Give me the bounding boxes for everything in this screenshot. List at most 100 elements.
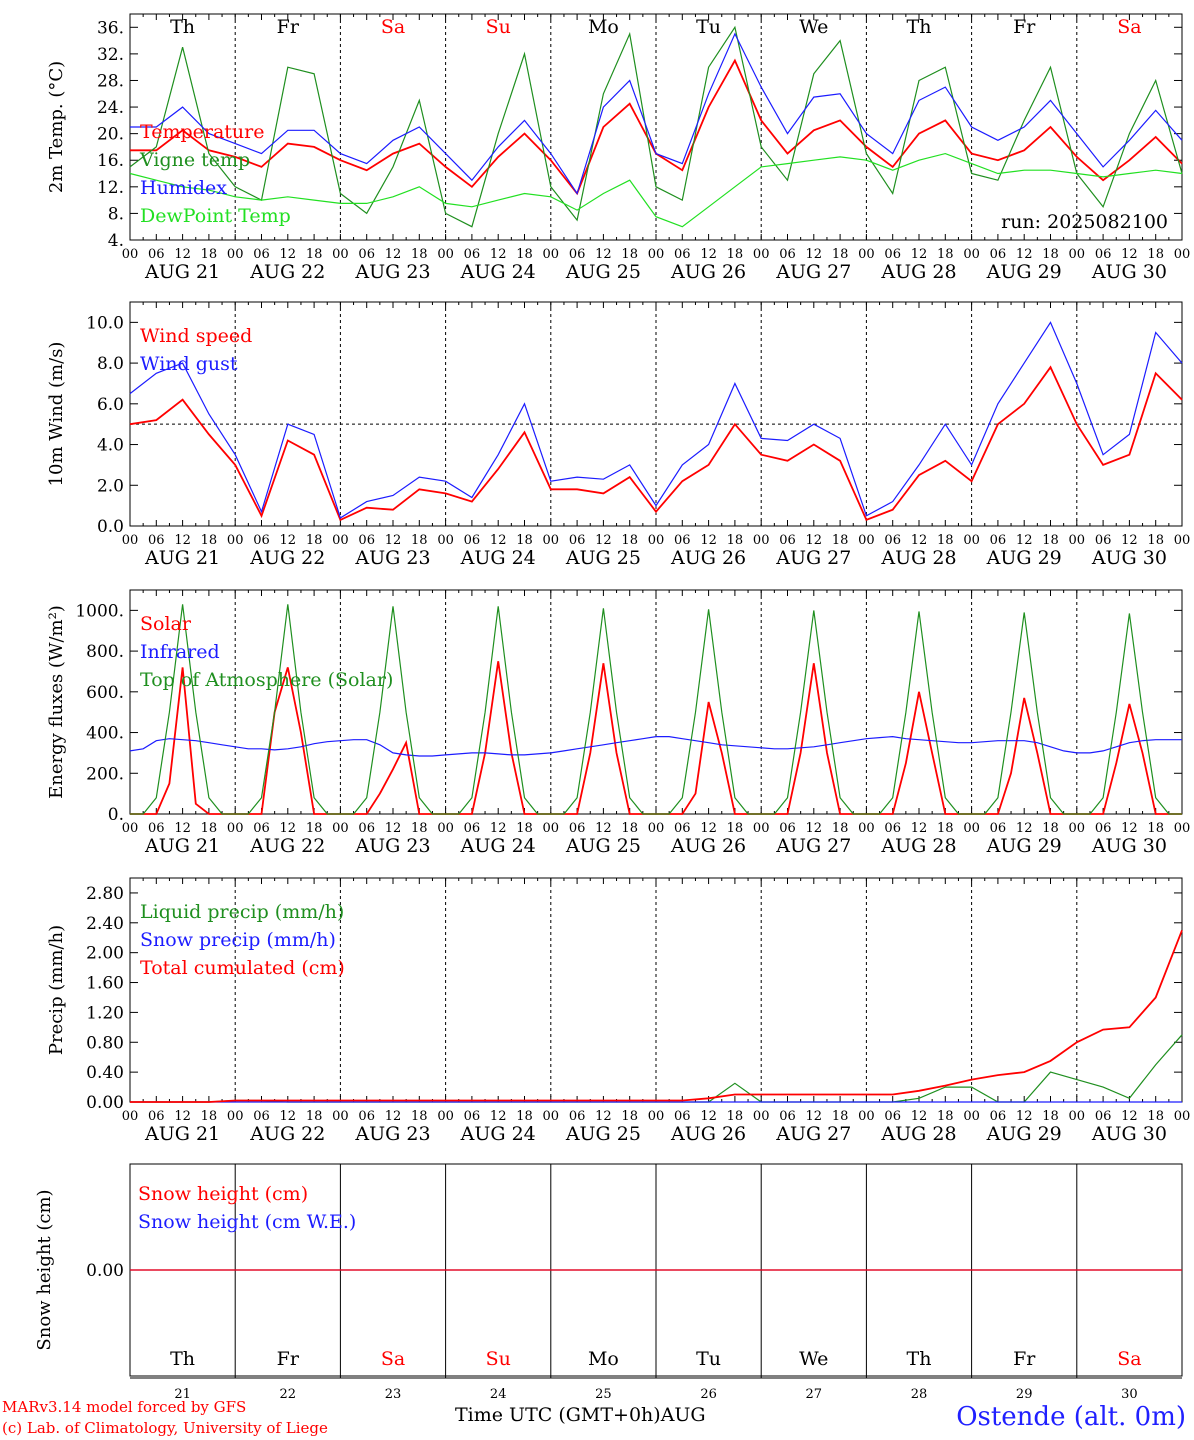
hour-tick-label: 18 — [1147, 247, 1164, 262]
date-label: AUG 27 — [775, 1123, 851, 1145]
hour-tick-label: 00 — [963, 1109, 980, 1124]
day-number-label: 23 — [385, 1387, 402, 1402]
legend-entry: Wind gust — [140, 353, 238, 375]
hour-tick-label: 12 — [700, 1109, 717, 1124]
weekday-label: Mo — [588, 1348, 619, 1370]
date-label: AUG 26 — [670, 835, 746, 857]
hour-tick-label: 06 — [674, 247, 691, 262]
hour-tick-label: 06 — [358, 247, 375, 262]
hour-tick-label: 18 — [201, 247, 218, 262]
hour-tick-label: 00 — [858, 533, 875, 548]
hour-tick-label: 00 — [437, 1109, 454, 1124]
date-label: AUG 29 — [986, 835, 1062, 857]
day-number-label: 25 — [595, 1387, 612, 1402]
legend-entry: Solar — [140, 613, 192, 635]
hour-tick-label: 00 — [332, 1109, 349, 1124]
hour-tick-label: 00 — [332, 247, 349, 262]
y-axis-label-3: Precip (mm/h) — [46, 925, 67, 1055]
time-label: Time UTC (GMT+0h) — [455, 1404, 661, 1426]
day-number-label: 27 — [806, 1387, 823, 1402]
hour-tick-label: 00 — [332, 821, 349, 836]
hour-tick-label: 18 — [306, 247, 323, 262]
hour-tick-label: 12 — [1121, 821, 1138, 836]
y-tick-label: 12. — [97, 178, 124, 198]
hour-tick-label: 18 — [306, 1109, 323, 1124]
hour-tick-label: 00 — [753, 1109, 770, 1124]
y-tick-label: 2.0 — [97, 476, 124, 496]
legend-entry: Snow height (cm) — [138, 1183, 308, 1205]
y-tick-label: 20. — [97, 125, 124, 145]
y-tick-label: 32. — [97, 45, 124, 65]
date-label: AUG 21 — [144, 835, 220, 857]
date-label: AUG 28 — [880, 835, 956, 857]
hour-tick-label: 00 — [648, 533, 665, 548]
series-line-0-1 — [129, 25, 1183, 228]
hour-tick-label: 12 — [490, 533, 507, 548]
hour-tick-label: 06 — [674, 1109, 691, 1124]
weekday-label: Th — [907, 16, 932, 38]
hour-tick-label: 12 — [806, 533, 823, 548]
legend-entry: Humidex — [140, 177, 227, 199]
hour-tick-label: 12 — [1016, 1109, 1033, 1124]
y-axis-label-0: 2m Temp. (°C) — [46, 61, 67, 193]
hour-tick-label: 12 — [385, 821, 402, 836]
hour-tick-label: 12 — [1016, 247, 1033, 262]
day-number-label: 28 — [911, 1387, 928, 1402]
hour-tick-label: 00 — [227, 533, 244, 548]
hour-tick-label: 00 — [122, 821, 139, 836]
hour-tick-label: 12 — [280, 533, 297, 548]
y-tick-label: 4.0 — [97, 436, 124, 456]
copyright-credit: (c) Lab. of Climatology, University of L… — [2, 1419, 328, 1437]
hour-tick-label: 12 — [1121, 533, 1138, 548]
hour-tick-label: 00 — [648, 821, 665, 836]
hour-tick-label: 12 — [174, 247, 191, 262]
hour-tick-label: 18 — [727, 1109, 744, 1124]
hour-tick-label: 18 — [306, 821, 323, 836]
y-tick-label: 2.40 — [86, 914, 124, 934]
weekday-label: Fr — [1013, 16, 1036, 38]
hour-tick-label: 00 — [648, 1109, 665, 1124]
hour-tick-label: 00 — [753, 821, 770, 836]
weekday-label: Fr — [1013, 1348, 1036, 1370]
date-label: AUG 27 — [775, 547, 851, 569]
hour-tick-label: 12 — [490, 1109, 507, 1124]
hour-tick-label: 06 — [990, 247, 1007, 262]
hour-tick-label: 00 — [437, 247, 454, 262]
date-label: AUG 24 — [460, 835, 536, 857]
hour-tick-label: 06 — [1095, 1109, 1112, 1124]
hour-tick-label: 18 — [201, 533, 218, 548]
hour-tick-label: 06 — [148, 247, 165, 262]
hour-tick-label: 18 — [621, 247, 638, 262]
hour-tick-label: 06 — [779, 821, 796, 836]
hour-tick-label: 06 — [990, 1109, 1007, 1124]
y-tick-label: 0.00 — [86, 1261, 124, 1281]
hour-tick-label: 18 — [727, 247, 744, 262]
y-tick-label: 0.00 — [86, 1093, 124, 1113]
weekday-label: Fr — [277, 16, 300, 38]
date-label: AUG 23 — [354, 547, 430, 569]
date-label: AUG 22 — [249, 1123, 325, 1145]
model-credit: MARv3.14 model forced by GFS — [2, 1398, 247, 1416]
hour-tick-label: 18 — [832, 1109, 849, 1124]
date-label: AUG 23 — [354, 1123, 430, 1145]
legend-entry: DewPoint Temp — [140, 205, 291, 227]
y-tick-label: 28. — [97, 71, 124, 91]
hour-tick-label: 06 — [148, 1109, 165, 1124]
weekday-label: Sa — [381, 1348, 405, 1370]
hour-tick-label: 00 — [122, 1109, 139, 1124]
y-tick-label: 1000. — [75, 601, 124, 621]
hour-tick-label: 00 — [1069, 533, 1086, 548]
date-label: AUG 25 — [565, 835, 641, 857]
hour-tick-label: 00 — [1174, 533, 1191, 548]
hour-tick-label: 00 — [1069, 821, 1086, 836]
hour-tick-label: 00 — [753, 533, 770, 548]
hour-tick-label: 12 — [911, 1109, 928, 1124]
hour-tick-label: 12 — [385, 247, 402, 262]
date-label: AUG 23 — [354, 835, 430, 857]
hour-tick-label: 00 — [543, 247, 560, 262]
hour-tick-label: 06 — [674, 821, 691, 836]
date-label: AUG 21 — [144, 547, 220, 569]
hour-tick-label: 18 — [937, 247, 954, 262]
day-number-label: 21 — [174, 1387, 191, 1402]
hour-tick-label: 12 — [806, 247, 823, 262]
